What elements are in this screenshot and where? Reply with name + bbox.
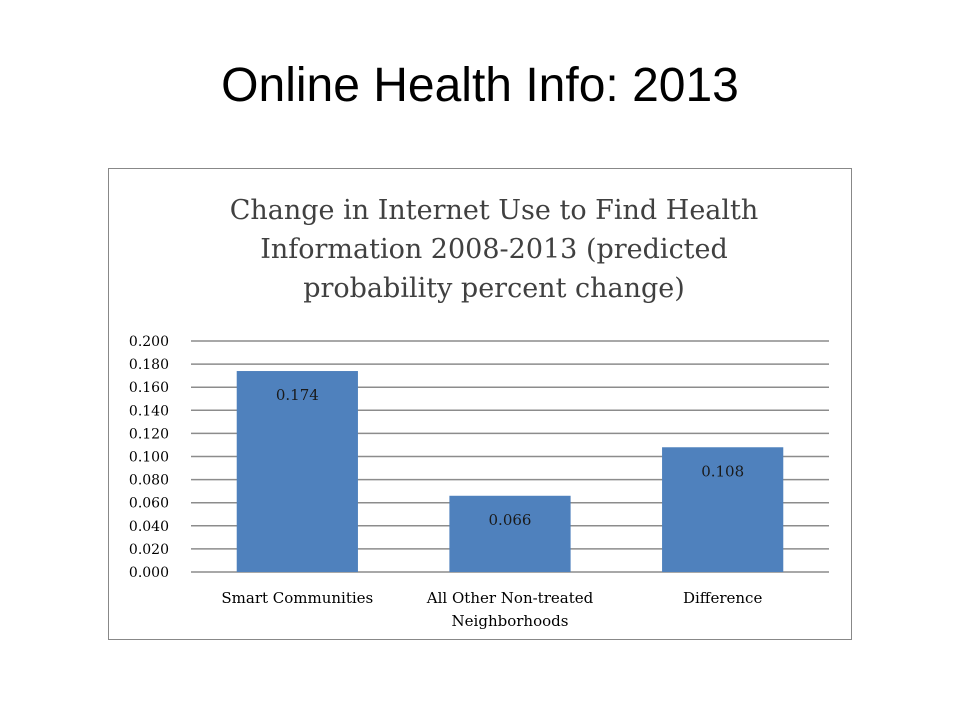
y-tick-label: 0.140 [129, 403, 169, 419]
y-tick-label: 0.060 [129, 496, 169, 512]
y-tick-label: 0.080 [129, 473, 169, 489]
category-label: Smart Communities [221, 589, 373, 607]
y-tick-label: 0.020 [129, 542, 169, 558]
chart-title-line: Information 2008-2013 (predicted [260, 234, 728, 265]
x-axis-categories: Smart Communities All Other Non-treated Ne… [221, 589, 762, 630]
category-label: Neighborhoods [452, 612, 569, 630]
chart-title-line: probability percent change) [303, 273, 685, 304]
chart-title-line: Change in Internet Use to Find Health [230, 195, 759, 226]
bar [449, 495, 571, 572]
bar [662, 447, 784, 572]
y-axis-ticks: 0.000 0.020 0.040 0.060 0.080 0.100 0.120 0.140… [129, 334, 169, 581]
data-labels: 0.174 0.066 0.108 [276, 386, 744, 529]
bar-chart: Change in Internet Use to Find Health Inf… [129, 195, 829, 630]
data-label: 0.174 [276, 386, 319, 404]
y-tick-label: 0.160 [129, 380, 169, 396]
chart-title: Change in Internet Use to Find Health Inf… [230, 195, 759, 304]
data-label: 0.066 [489, 511, 532, 529]
y-tick-label: 0.040 [129, 519, 169, 535]
category-label: All Other Non-treated [426, 589, 594, 607]
y-tick-label: 0.120 [129, 426, 169, 442]
category-label: Difference [683, 589, 762, 607]
y-tick-label: 0.180 [129, 357, 169, 373]
bars [236, 371, 784, 572]
data-label: 0.108 [701, 462, 744, 480]
chart-frame: Change in Internet Use to Find Health Inf… [108, 168, 852, 640]
y-tick-label: 0.100 [129, 450, 169, 466]
bar [236, 371, 358, 572]
slide-title: Online Health Info: 2013 [221, 59, 739, 112]
y-tick-label: 0.000 [129, 565, 169, 581]
y-tick-label: 0.200 [129, 334, 169, 350]
